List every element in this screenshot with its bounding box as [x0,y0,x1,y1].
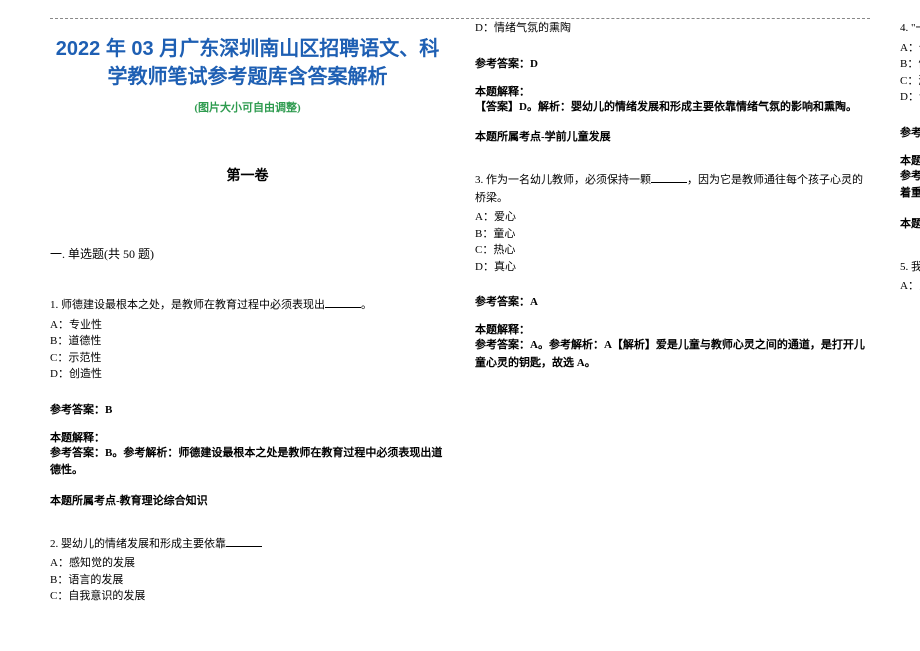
q2-opt-b: B：语言的发展 [50,572,445,589]
q4-stem-text: 4. "一个小丑进城胜过一打医生"，这说明情绪具有 [900,22,920,34]
q4-answer: 参考答案：B [900,124,920,140]
q3-opt-d: D：真心 [475,259,870,276]
q1-tail: 。 [361,299,372,311]
q3-opt-a: A：爱心 [475,209,870,226]
q1-stem-text: 1. 师德建设最根本之处，是教师在教育过程中必须表现出 [50,299,325,311]
q3-explain-label: 本题解释： [475,321,870,337]
q2-opt-a: A：感知觉的发展 [50,555,445,572]
q2-stem-text: 2. 婴幼儿的情绪发展和形成主要依靠 [50,538,226,550]
q3-stem: 3. 作为一名幼儿教师，必须保持一颗，因为它是教师通往每个孩子心灵的桥梁。 [475,172,870,207]
q2-kp: 本题所属考点-学前儿童发展 [475,128,870,144]
spacer [475,372,870,400]
q1-explain-label: 本题解释： [50,429,445,445]
q1-kp: 本题所属考点-教育理论综合知识 [50,492,445,508]
blank [651,182,687,183]
q2-stem: 2. 婴幼儿的情绪发展和形成主要依靠 [50,536,445,554]
q5-stem-text: 5. 我国适用法律规范最基本的原则是 [900,261,920,273]
q1-opt-c: C：示范性 [50,350,445,367]
q2-explain: 【答案】D。解析：婴幼儿的情绪发展和形成主要依靠情绪气氛的影响和熏陶。 [475,99,870,117]
q3-opt-c: C：热心 [475,242,870,259]
q2-explain-label: 本题解释： [475,83,870,99]
q4-kp: 本题所属考点-广东省粤东西北地区乡镇事业单位招聘考试（教育类）试 [900,215,920,231]
q3-opt-b: B：童心 [475,226,870,243]
q5-stem: 5. 我国适用法律规范最基本的原则是。 [900,259,920,277]
question-3: 3. 作为一名幼儿教师，必须保持一颗，因为它是教师通往每个孩子心灵的桥梁。 A：… [475,172,870,372]
question-1: 1. 师德建设最根本之处，是教师在教育过程中必须表现出 。 A：专业性 B：道德性… [50,297,445,508]
q4-stem: 4. "一个小丑进城胜过一打医生"，这说明情绪具有 [900,20,920,38]
question-5: 5. 我国适用法律规范最基本的原则是。 A：民主集中制原则 [900,259,920,295]
q4-opt-d: D：调控功能 [900,89,920,106]
q4-explain: 参考答案：B。参考解析："一个小丑进城胜过一打医生" 说明情绪对人的健康起着重要… [900,168,920,203]
q1-explain: 参考答案：B。参考解析：师德建设最根本之处是教师在教育过程中必须表现出道德性。 [50,445,445,480]
question-2-bottom: 参考答案：D 本题解释： 【答案】D。解析：婴幼儿的情绪发展和形成主要依靠情绪气… [475,55,870,145]
q1-opt-b: B：道德性 [50,333,445,350]
q1-stem: 1. 师德建设最根本之处，是教师在教育过程中必须表现出 。 [50,297,445,315]
q3-answer: 参考答案：A [475,293,870,309]
document-subtitle: (图片大小可自由调整) [50,99,445,115]
q1-opt-d: D：创造性 [50,366,445,383]
q2-opt-d: D：情绪气氛的熏陶 [475,20,870,37]
top-divider [50,18,870,19]
document-title: 2022 年 03 月广东深圳南山区招聘语文、科学教师笔试参考题库含答案解析 [50,35,445,91]
q1-answer: 参考答案：B [50,401,445,417]
q3-explain: 参考答案：A。参考解析：A【解析】爱是儿童与教师心灵之间的通道，是打开儿童心灵的… [475,337,870,372]
question-4: 4. "一个小丑进城胜过一打医生"，这说明情绪具有 A：信号功能 B：健康功能 … [900,20,920,231]
section-heading: 一. 单选题(共 50 题) [50,245,445,262]
blank [325,307,361,308]
q4-opt-b: B：健康功能 [900,56,920,73]
volume-heading: 第一卷 [50,165,445,185]
q2-opt-c: C：自我意识的发展 [50,588,445,605]
q1-opt-a: A：专业性 [50,317,445,334]
q4-opt-c: C：激励功能 [900,73,920,90]
q4-explain-label: 本题解释： [900,152,920,168]
q3-stem-a: 3. 作为一名幼儿教师，必须保持一颗 [475,174,651,186]
blank [226,546,262,547]
q4-opt-a: A：信号功能 [900,40,920,57]
q2-answer: 参考答案：D [475,55,870,71]
page-content: 2022 年 03 月广东深圳南山区招聘语文、科学教师笔试参考题库含答案解析 (… [0,0,920,631]
q5-opt-a: A：民主集中制原则 [900,278,920,295]
